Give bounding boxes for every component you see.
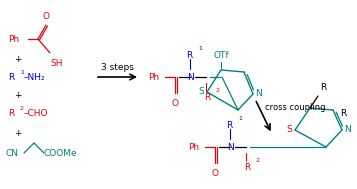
Text: OTf: OTf [213,51,229,60]
Text: Ph: Ph [148,73,159,81]
Text: 2: 2 [20,105,24,111]
Text: R: R [8,73,14,81]
Text: SH: SH [50,59,62,68]
Text: –CHO: –CHO [24,108,49,118]
Text: cross coupling: cross coupling [265,102,326,112]
Text: 2: 2 [256,159,260,163]
Text: R: R [340,109,346,119]
Text: Ph: Ph [8,35,19,43]
Text: R: R [8,108,14,118]
Text: +: + [14,129,22,138]
Text: COOMe: COOMe [44,149,77,157]
Text: R: R [204,92,210,101]
Text: N: N [227,143,233,152]
Text: N: N [255,90,262,98]
Text: Ph: Ph [188,143,199,152]
Text: R: R [226,121,232,129]
Text: R: R [186,50,192,60]
Text: S: S [286,125,292,135]
Text: S: S [198,88,204,97]
Text: 2: 2 [216,88,220,94]
Text: 3 steps: 3 steps [101,63,134,71]
Text: 1: 1 [20,70,24,74]
Text: N: N [344,125,351,135]
Text: +: + [14,54,22,64]
Text: O: O [171,99,178,108]
Text: O: O [42,12,50,21]
Text: N: N [187,73,193,81]
Text: R: R [244,163,250,171]
Text: –NH₂: –NH₂ [24,73,46,81]
Text: 1: 1 [198,46,202,51]
Text: O: O [211,169,218,178]
Text: +: + [14,91,22,99]
Text: 1: 1 [238,116,242,122]
Text: R: R [320,83,326,92]
Text: CN: CN [5,149,18,157]
